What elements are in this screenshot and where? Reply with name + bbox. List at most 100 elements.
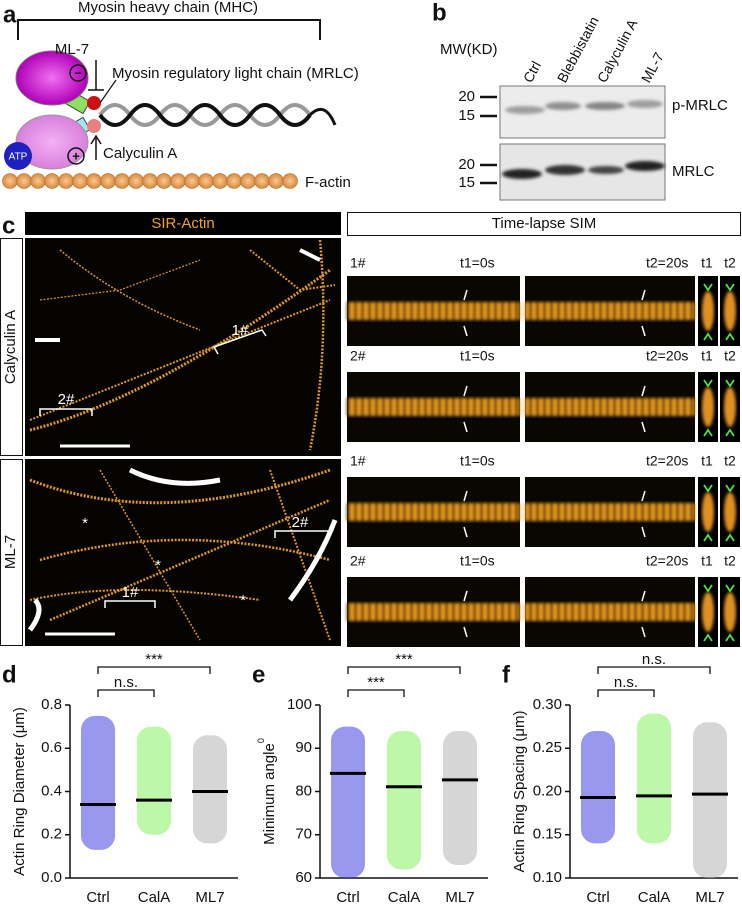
strip-label: t1 [701,553,713,569]
actin-bead [282,173,298,189]
y-tick-label: 70 [295,826,312,843]
actin-bead [240,173,256,189]
significance-label: n.s. [642,651,666,668]
mw-marker: 20 [458,156,475,173]
filament [525,398,695,416]
strip-label: t1 [701,348,713,364]
significance-bracket [597,666,711,674]
y-axis-unit: 0 [256,738,266,743]
time-label: t2=20s [646,348,688,364]
arrow [463,289,468,337]
actin-bead [142,173,158,189]
strip-label: t2 [724,453,736,469]
crop-id: 1# [350,255,366,271]
panel-label: a [3,1,17,28]
row-label-box [0,459,23,646]
panel-label: c [2,212,15,239]
y-tick-label: 0.0 [41,869,62,886]
significance-label: n.s. [614,674,638,691]
actin-beads [2,173,298,189]
actin-bead [16,173,32,189]
filament [525,302,695,320]
time-label: t1=0s [460,553,495,569]
myosin-diagram [4,19,337,170]
lane-label: Calyculin A [594,16,641,85]
y-axis-title: Actin Ring Spacing (μm) [511,710,528,872]
significance-bracket [97,666,211,674]
header-bar [25,212,341,235]
time-label: t1=0s [460,453,495,469]
dot-cloud [637,713,671,844]
time-label: t2=20s [646,553,688,569]
y-tick-label: 0.6 [41,739,62,756]
lane-label: Ctrl [520,58,544,85]
mw-marker: 15 [458,174,475,191]
y-tick-label: 0.25 [533,739,562,756]
y-tick-label: 0.2 [41,826,62,843]
mrlc-label: Myosin regulatory light chain (MRLC) [112,65,359,82]
mhc-label: Myosin heavy chain (MHC) [78,0,258,16]
time-label: t1=0s [460,255,495,271]
filament [525,503,695,521]
panel-label: b [432,0,447,26]
arrow [641,590,646,638]
y-tick-label: 80 [295,782,312,799]
y-tick-label: 0.8 [41,696,62,713]
filament [347,603,520,621]
mw-marker: 15 [458,107,475,124]
microscopy-image [25,459,341,646]
y-tick-label: 60 [295,869,312,886]
crop-id: 2# [350,553,366,569]
x-tick-label: ML7 [195,889,224,906]
header-box [347,212,741,236]
dot-cloud [581,730,615,844]
filament [347,503,520,521]
crop-id: 1# [350,453,366,469]
x-tick-label: Ctrl [86,889,109,906]
time-label: t2=20s [646,453,688,469]
actin-bead [114,173,130,189]
crop-images [347,276,740,647]
chevrons [725,584,735,642]
strip-label: t2 [724,553,736,569]
y-axis-label: Actin Ring Spacing (μm) [511,710,528,872]
strip-filament [702,592,714,632]
strip-filament [724,387,736,427]
chevrons [725,283,735,341]
x-tick-label: ML7 [695,889,724,906]
y-tick-label: 100 [287,696,312,713]
y-axis-title: Minimum angle [261,743,278,845]
microscopy-image [25,238,341,456]
ml7-label: ML-7 [55,41,89,58]
actin-bead [254,173,270,189]
significance-label: *** [395,651,413,668]
actin-bead [170,173,186,189]
chevrons [725,484,735,542]
actin-bead [128,173,144,189]
roi-label: 1# [232,322,249,339]
significance-bracket [97,689,155,697]
arrow [463,490,468,538]
strip-filament [702,492,714,532]
strip-filament [724,592,736,632]
y-tick-label: 0.4 [41,782,62,799]
actin-bead [156,173,172,189]
strip-label: t1 [701,453,713,469]
x-tick-label: CalA [638,889,671,906]
blot-label: p-MRLC [672,97,728,114]
asterisk: * [240,592,246,609]
western-blots [480,85,666,201]
arrow [463,590,468,638]
factin-label: F-actin [305,174,351,191]
y-tick-label: 90 [295,739,312,756]
strip-filament [702,387,714,427]
strip-label: t1 [701,255,713,271]
x-tick-label: ML7 [445,889,474,906]
actin-bead [226,173,242,189]
arrow [641,490,646,538]
chevrons [703,584,713,642]
minus-sign: − [74,65,82,80]
actin-bead [44,173,60,189]
